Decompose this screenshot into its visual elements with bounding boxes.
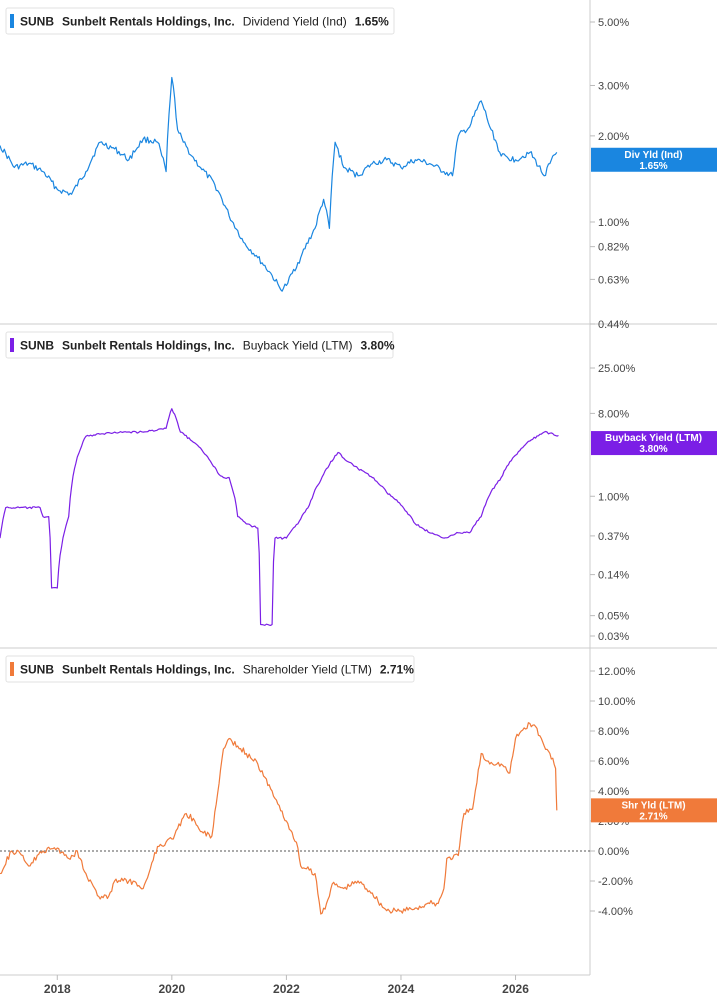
y-tick-label: 0.82% (598, 242, 629, 254)
legend-company: Sunbelt Rentals Holdings, Inc. (62, 15, 235, 29)
legend-box (5, 7, 395, 35)
y-tick-label: 12.00% (598, 666, 636, 678)
y-tick-label: 10.00% (598, 696, 636, 708)
y-tick-label: 2.00% (598, 131, 629, 143)
legend-company: Sunbelt Rentals Holdings, Inc. (62, 663, 235, 677)
legend-color-swatch (10, 662, 14, 676)
legend-box (5, 655, 415, 683)
current-value-flag (591, 798, 717, 823)
legend-value: 2.71% (380, 663, 414, 677)
flag-label: Div Yld (Ind) (624, 150, 682, 161)
legend-text: SUNB Sunbelt Rentals Holdings, Inc. Divide… (20, 15, 389, 29)
legend-text: SUNB Sunbelt Rentals Holdings, Inc. Shareh… (20, 663, 414, 677)
y-tick-label: -2.00% (598, 876, 633, 888)
flag-value: 2.71% (639, 811, 667, 822)
legend-metric: Dividend Yield (Ind) (243, 15, 347, 29)
legend-metric: Shareholder Yield (LTM) (243, 663, 372, 677)
y-tick-label: 5.00% (598, 17, 629, 29)
y-tick-label: -4.00% (598, 906, 633, 918)
series-line (0, 76, 558, 292)
legend-ticker: SUNB (20, 15, 54, 29)
current-value-flag (591, 431, 717, 456)
legend-value: 3.80% (361, 339, 395, 353)
y-tick-label: 0.05% (598, 611, 629, 623)
flag-value: 3.80% (639, 444, 667, 455)
y-tick-label: 0.63% (598, 274, 629, 286)
series-line (0, 408, 559, 626)
y-tick-label: 0.03% (598, 631, 629, 643)
legend-color-swatch (10, 14, 14, 28)
flag-label: Buyback Yield (LTM) (605, 433, 702, 444)
y-tick-label: 0.00% (598, 846, 629, 858)
current-value-flag (591, 147, 717, 172)
x-tick-label: 2024 (388, 982, 415, 996)
flag-label: Shr Yld (LTM) (621, 800, 685, 811)
y-tick-label: 0.14% (598, 570, 629, 582)
y-tick-label: 25.00% (598, 363, 636, 375)
x-tick-label: 2018 (44, 982, 71, 996)
legend-value: 1.65% (355, 15, 389, 29)
y-tick-label: 8.00% (598, 726, 629, 738)
legend-color-swatch (10, 338, 14, 352)
y-tick-label: 6.00% (598, 756, 629, 768)
y-tick-label: 0.44% (598, 319, 629, 331)
legend-box (5, 331, 394, 359)
legend-ticker: SUNB (20, 663, 54, 677)
y-tick-label: 8.00% (598, 408, 629, 420)
y-tick-label: 1.00% (598, 217, 629, 229)
flag-value: 1.65% (639, 161, 667, 172)
legend-metric: Buyback Yield (LTM) (243, 339, 353, 353)
y-tick-label: 0.37% (598, 531, 629, 543)
x-tick-label: 2026 (502, 982, 529, 996)
legend-ticker: SUNB (20, 339, 54, 353)
y-tick-label: 3.00% (598, 80, 629, 92)
y-tick-label: 1.00% (598, 491, 629, 503)
legend-text: SUNB Sunbelt Rentals Holdings, Inc. Buybac… (20, 339, 395, 353)
legend-company: Sunbelt Rentals Holdings, Inc. (62, 339, 235, 353)
x-tick-label: 2022 (273, 982, 300, 996)
x-tick-label: 2020 (158, 982, 185, 996)
series-line (0, 722, 558, 915)
y-tick-label: 4.00% (598, 786, 629, 798)
